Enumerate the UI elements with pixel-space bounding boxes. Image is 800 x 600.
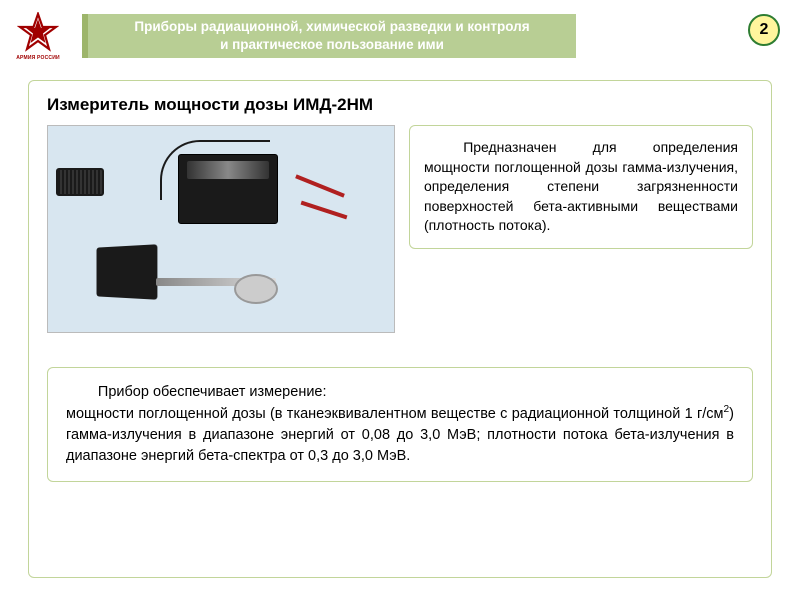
section-title: Измеритель мощности дозы ИМД-2НМ	[47, 95, 753, 115]
upper-row: Предназначен для определения мощности по…	[47, 125, 753, 333]
capability-body: мощности поглощенной дозы (в тканеэквива…	[66, 403, 734, 467]
device-photo	[47, 125, 395, 333]
device-detector-block	[97, 244, 158, 300]
device-sample-holder	[234, 274, 278, 304]
star-icon	[17, 12, 59, 54]
purpose-box: Предназначен для определения мощности по…	[409, 125, 753, 249]
device-main-unit	[178, 154, 278, 224]
device-grille	[56, 168, 104, 196]
header-title: Приборы радиационной, химической разведк…	[134, 18, 529, 53]
content-frame: Измеритель мощности дозы ИМД-2НМ Предназ…	[28, 80, 772, 578]
tool-screwdriver	[301, 201, 348, 220]
army-logo: АРМИЯ РОССИИ	[12, 12, 64, 64]
tool-screwdriver	[295, 174, 345, 197]
page-number-badge: 2	[748, 14, 780, 46]
page-number: 2	[760, 21, 769, 39]
capability-lead: Прибор обеспечивает измерение:	[66, 382, 734, 403]
header-bar: Приборы радиационной, химической разведк…	[82, 14, 576, 58]
purpose-text: Предназначен для определения мощности по…	[424, 139, 738, 233]
logo-caption: АРМИЯ РОССИИ	[16, 55, 60, 61]
capability-box: Прибор обеспечивает измерение: мощности …	[47, 367, 753, 482]
